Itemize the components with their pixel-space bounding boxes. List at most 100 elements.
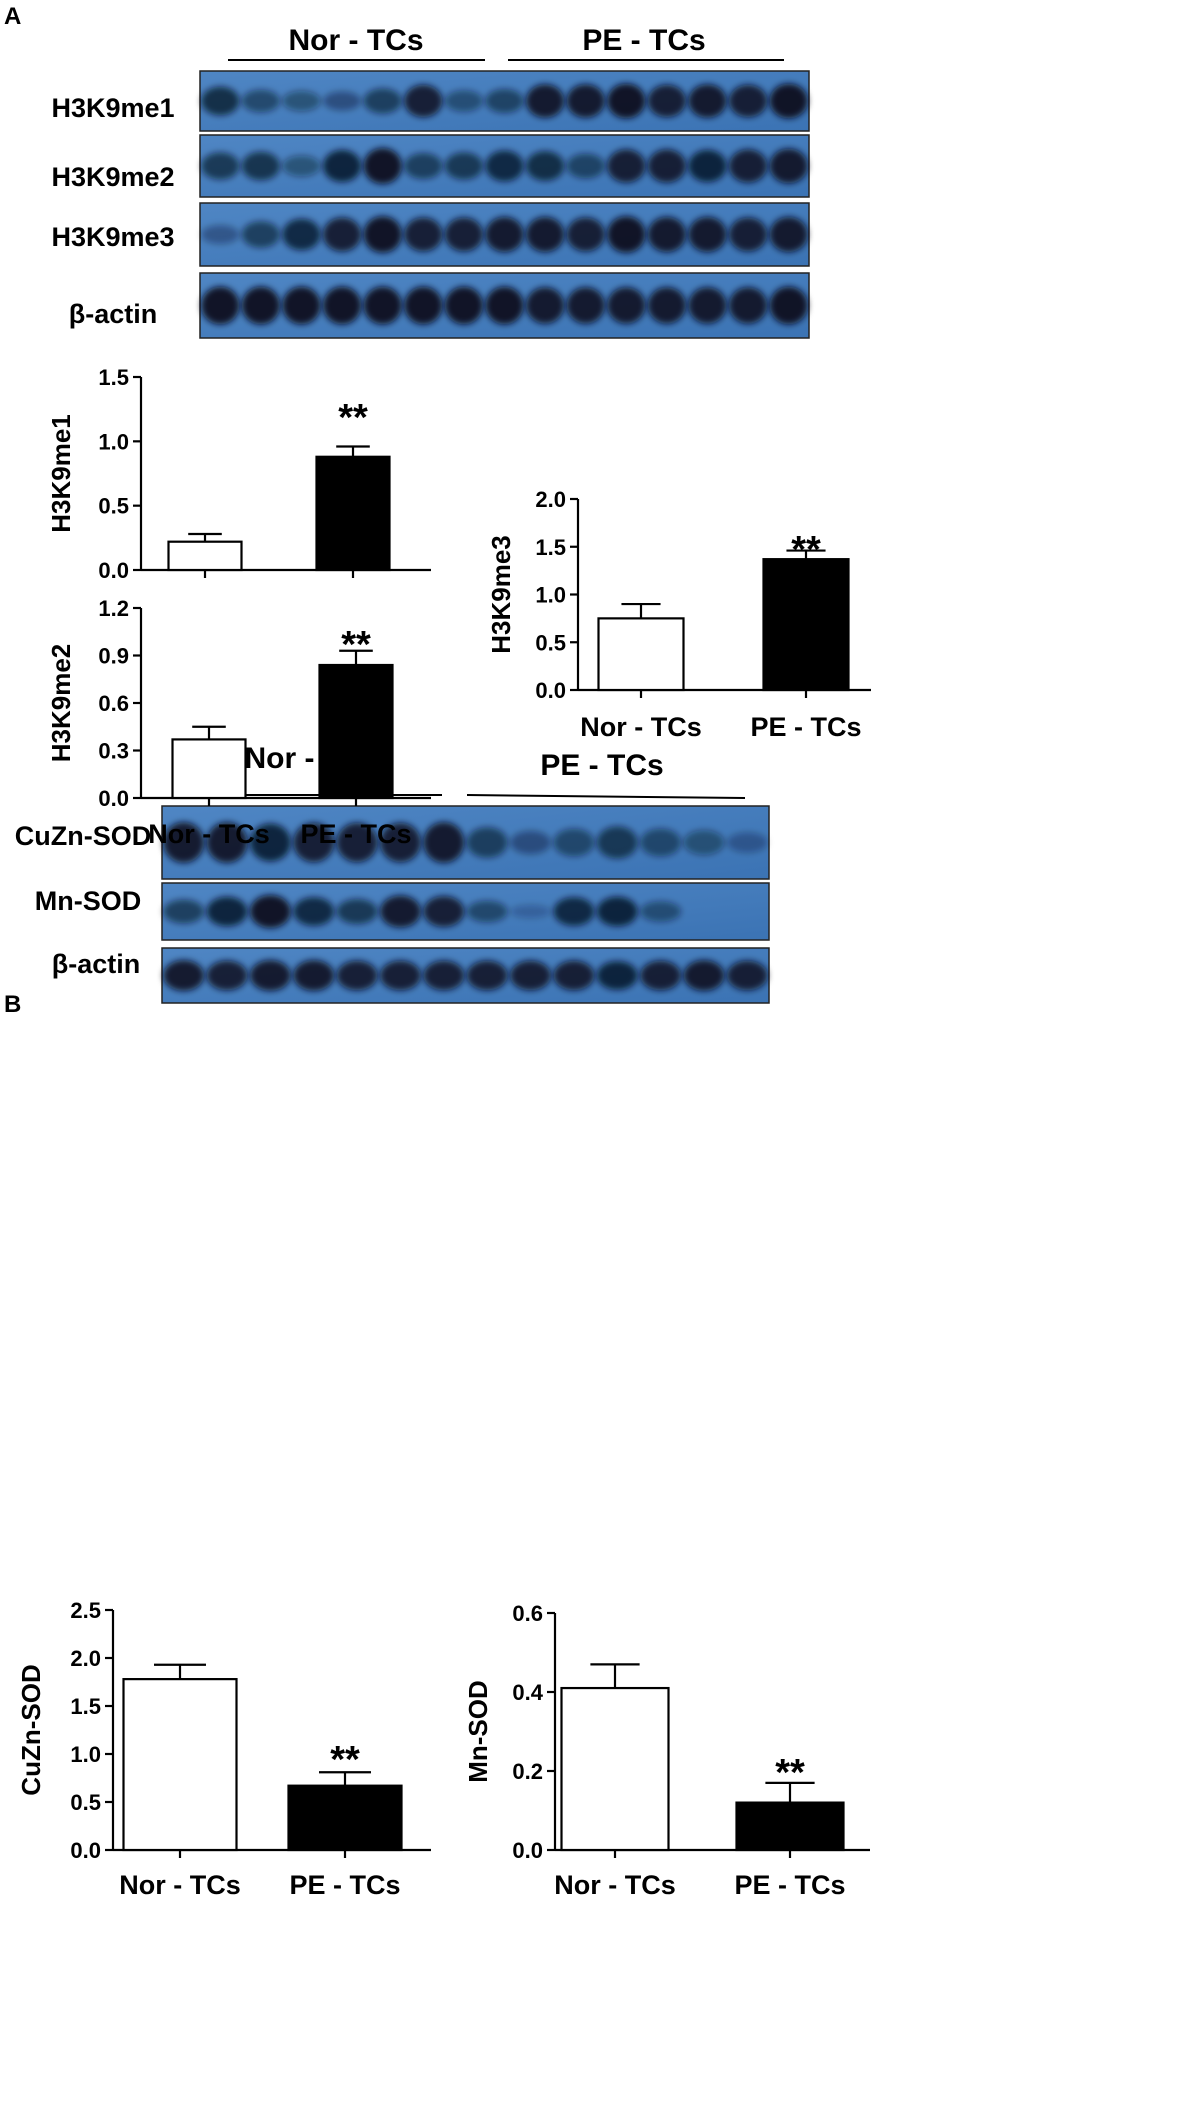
- x-tick-label-nor: Nor - TCs: [148, 819, 270, 849]
- y-tick-label: 1.0: [98, 429, 129, 454]
- blot-a-row-label: H3K9me1: [51, 93, 174, 123]
- blot-a-row-0: H3K9me1: [51, 70, 810, 132]
- blot-a-row-3: β-actin: [69, 272, 810, 339]
- blot-band: [729, 84, 768, 118]
- blot-band: [640, 828, 682, 857]
- blot-band: [688, 287, 727, 324]
- blot-band: [769, 148, 808, 184]
- blot-band: [206, 896, 248, 927]
- blot-band: [323, 286, 362, 325]
- blot-band: [688, 149, 727, 183]
- blot-band: [163, 960, 205, 991]
- blot-a-row-label: H3K9me3: [51, 222, 174, 252]
- y-tick-label: 1.0: [535, 583, 566, 608]
- blot-band: [380, 895, 421, 928]
- blot-band: [404, 286, 443, 325]
- blot-band: [282, 218, 321, 251]
- blot-a-row-2: H3K9me3: [51, 202, 810, 267]
- blot-band: [688, 84, 727, 118]
- y-tick-label: 0.3: [98, 739, 129, 764]
- blot-band: [526, 84, 565, 118]
- blot-band: [683, 830, 725, 855]
- blot-band: [241, 151, 280, 181]
- bar-chart-h3k9me3: H3K9me3 ** Nor - TCs PE - TCs 0.00.51.01…: [486, 487, 871, 742]
- blot-band: [607, 287, 646, 324]
- blot-b-row-label: Mn-SOD: [35, 886, 141, 916]
- blot-band: [206, 822, 248, 863]
- blot-band: [566, 153, 605, 179]
- y-tick-label: 0.0: [535, 678, 566, 703]
- blot-band: [323, 217, 362, 252]
- blot-a-row-1: H3K9me2: [51, 134, 810, 198]
- blot-band: [485, 150, 524, 182]
- blot-band: [282, 90, 321, 112]
- bar-nor: [597, 617, 685, 692]
- y-tick-label: 0.5: [98, 494, 129, 519]
- blot-band: [526, 151, 565, 181]
- y-tick-label: 2.0: [535, 487, 566, 512]
- blot-band: [201, 286, 240, 325]
- y-axis-label: H3K9me3: [486, 535, 516, 654]
- blot-a-header: Nor - TCs PE - TCs: [228, 24, 784, 61]
- y-tick-label: 0.2: [512, 1759, 543, 1784]
- blot-band: [241, 221, 280, 248]
- blot-band: [380, 822, 421, 863]
- blot-band: [423, 822, 465, 863]
- blot-band: [241, 89, 280, 113]
- panel-letter-a: A: [4, 3, 21, 30]
- blot-band: [553, 828, 595, 857]
- blot-band: [607, 83, 646, 119]
- y-tick-label: 0.6: [512, 1601, 543, 1626]
- blot-band: [444, 286, 483, 325]
- y-tick-label: 1.5: [70, 1694, 101, 1719]
- blot-band: [566, 287, 605, 324]
- blot-band: [466, 900, 508, 923]
- bar-nor: [122, 1678, 238, 1852]
- y-tick-label: 0.0: [98, 786, 129, 811]
- blot-band: [647, 84, 687, 118]
- blot-band: [510, 830, 551, 855]
- x-tick-label-pe: PE - TCs: [734, 1870, 845, 1900]
- blot-b: CuZn-SOD Mn-SOD β-actin: [15, 805, 770, 1004]
- blot-band: [566, 217, 605, 252]
- significance-label: **: [338, 397, 368, 439]
- blot-band: [282, 155, 321, 177]
- x-tick-label-pe: PE - TCs: [300, 819, 411, 849]
- y-tick-label: 0.4: [512, 1680, 543, 1705]
- y-tick-label: 1.0: [70, 1742, 101, 1767]
- y-tick-label: 0.6: [98, 691, 129, 716]
- blot-band: [769, 83, 808, 119]
- bar-chart-cuzn-sod: CuZn-SOD ** Nor - TCs PE - TCs 0.00.51.0…: [16, 1598, 431, 1900]
- blot-band: [769, 216, 808, 253]
- blot-band: [336, 822, 378, 863]
- blot-band: [729, 217, 768, 252]
- panel-letter-b: B: [4, 991, 21, 1018]
- blot-band: [163, 822, 205, 863]
- blot-band: [607, 216, 646, 253]
- blot-band: [726, 832, 768, 853]
- y-tick-label: 1.5: [98, 365, 129, 390]
- y-tick-label: 0.0: [98, 558, 129, 583]
- blot-band: [249, 960, 291, 991]
- blot-band: [607, 149, 646, 183]
- blot-a-bands-1: [201, 148, 808, 184]
- blot-band: [380, 960, 421, 991]
- x-tick-label-nor: Nor - TCs: [554, 1870, 676, 1900]
- blot-b-bands-0: [163, 822, 768, 863]
- x-tick-label-pe: PE - TCs: [289, 1870, 400, 1900]
- blot-band: [485, 286, 524, 325]
- blot-b-row-label: β-actin: [52, 949, 141, 979]
- blot-band: [647, 216, 687, 253]
- blot-b-header: Nor - TCs PE - TCs: [188, 742, 746, 799]
- blot-band: [444, 152, 483, 180]
- blot-b-row-2: β-actin: [52, 947, 770, 1004]
- blot-band: [336, 899, 378, 924]
- blot-band: [323, 149, 362, 183]
- blot-band: [404, 153, 443, 179]
- blot-band: [769, 286, 808, 325]
- bar-chart-h3k9me1: H3K9me1 ** 0.0 0.5 1.0 1.5: [46, 365, 431, 583]
- blot-band: [241, 286, 280, 325]
- blot-band: [423, 960, 465, 991]
- blot-band: [363, 286, 402, 325]
